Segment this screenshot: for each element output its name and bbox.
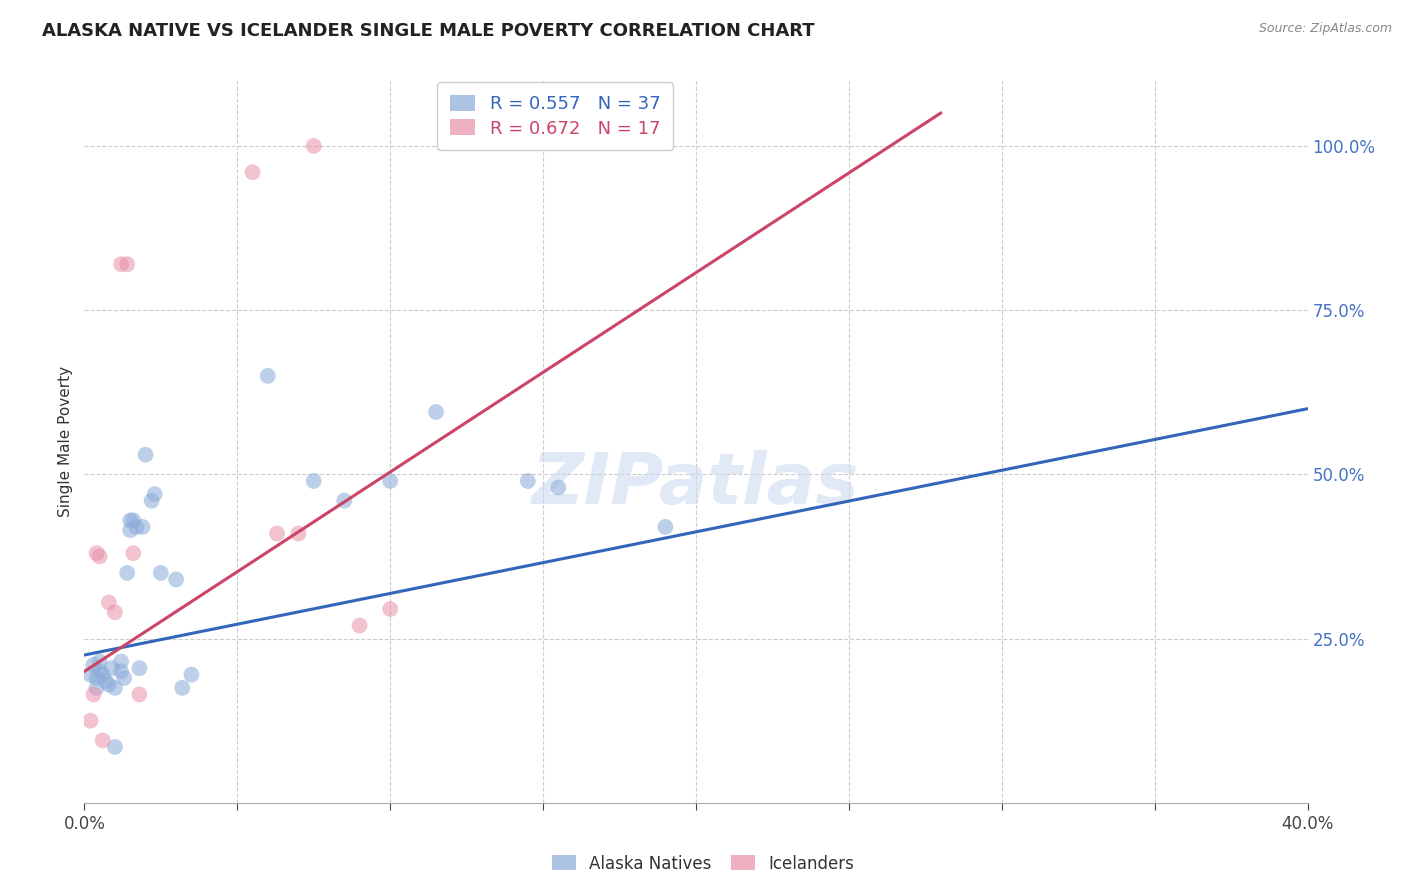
Point bbox=[83, 657, 105, 672]
Point bbox=[79, 714, 101, 728]
Point bbox=[94, 674, 117, 689]
Point bbox=[115, 257, 138, 271]
Point bbox=[86, 681, 108, 695]
Text: ALASKA NATIVE VS ICELANDER SINGLE MALE POVERTY CORRELATION CHART: ALASKA NATIVE VS ICELANDER SINGLE MALE P… bbox=[42, 22, 815, 40]
Point bbox=[89, 549, 111, 564]
Point bbox=[143, 487, 166, 501]
Point bbox=[120, 523, 142, 537]
Point bbox=[110, 257, 132, 271]
Point bbox=[104, 681, 127, 695]
Point bbox=[349, 618, 371, 632]
Point bbox=[104, 739, 127, 754]
Point bbox=[380, 602, 402, 616]
Point bbox=[125, 520, 148, 534]
Point bbox=[89, 665, 111, 679]
Point bbox=[110, 665, 132, 679]
Point bbox=[104, 605, 127, 619]
Point bbox=[79, 667, 101, 681]
Point bbox=[380, 474, 402, 488]
Point bbox=[91, 733, 114, 747]
Point bbox=[654, 520, 676, 534]
Point bbox=[287, 526, 309, 541]
Point bbox=[122, 513, 145, 527]
Point bbox=[242, 165, 264, 179]
Point bbox=[333, 493, 356, 508]
Point bbox=[122, 546, 145, 560]
Point bbox=[86, 546, 108, 560]
Point bbox=[180, 667, 202, 681]
Point bbox=[257, 368, 280, 383]
Point bbox=[302, 139, 325, 153]
Point bbox=[135, 448, 157, 462]
Text: Source: ZipAtlas.com: Source: ZipAtlas.com bbox=[1258, 22, 1392, 36]
Point bbox=[83, 687, 105, 701]
Point bbox=[91, 667, 114, 681]
Point bbox=[141, 493, 163, 508]
Point bbox=[149, 566, 172, 580]
Point bbox=[425, 405, 447, 419]
Point bbox=[97, 677, 120, 691]
Point bbox=[97, 595, 120, 609]
Point bbox=[115, 566, 138, 580]
Point bbox=[120, 513, 142, 527]
Point bbox=[302, 474, 325, 488]
Point bbox=[547, 481, 569, 495]
Point bbox=[266, 526, 288, 541]
Point bbox=[110, 655, 132, 669]
Point bbox=[128, 687, 150, 701]
Point bbox=[89, 655, 111, 669]
Y-axis label: Single Male Poverty: Single Male Poverty bbox=[58, 366, 73, 517]
Legend: R = 0.557   N = 37, R = 0.672   N = 17: R = 0.557 N = 37, R = 0.672 N = 17 bbox=[437, 82, 673, 150]
Point bbox=[165, 573, 187, 587]
Point bbox=[128, 661, 150, 675]
Point bbox=[112, 671, 135, 685]
Point bbox=[516, 474, 538, 488]
Point bbox=[131, 520, 153, 534]
Legend: Alaska Natives, Icelanders: Alaska Natives, Icelanders bbox=[546, 848, 860, 880]
Point bbox=[172, 681, 194, 695]
Text: ZIPatlas: ZIPatlas bbox=[533, 450, 859, 519]
Point bbox=[101, 661, 124, 675]
Point bbox=[86, 671, 108, 685]
